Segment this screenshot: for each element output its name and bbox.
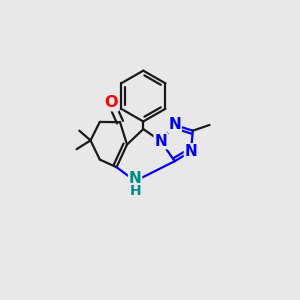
Text: N: N: [168, 117, 181, 132]
Text: N: N: [129, 171, 142, 186]
Text: O: O: [105, 95, 118, 110]
Text: N: N: [184, 144, 197, 159]
Text: N: N: [154, 134, 167, 148]
Text: H: H: [129, 184, 141, 198]
